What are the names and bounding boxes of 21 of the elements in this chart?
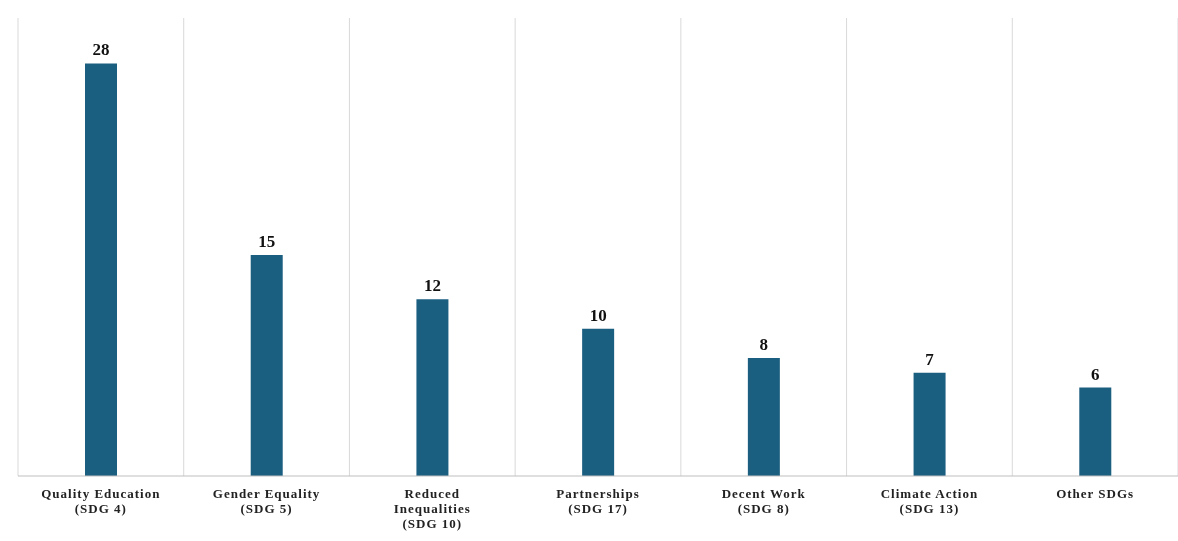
data-label: 8 (759, 335, 769, 355)
data-label: 15 (258, 231, 276, 251)
bar (747, 358, 780, 476)
data-label: 12 (423, 276, 441, 296)
x-tick-label: Climate Action (SDG 13) (880, 486, 979, 516)
x-tick-label: Decent Work (SDG 8) (721, 486, 806, 516)
bar (416, 299, 449, 476)
data-label: 7 (925, 349, 935, 369)
bar (85, 63, 117, 476)
bar (250, 254, 283, 476)
x-tick-label: Reduced Inequalities (SDG 10) (393, 486, 471, 531)
x-tick-label: Gender Equality (SDG 5) (212, 486, 321, 516)
x-tick-label: Partnerships (SDG 17) (556, 486, 640, 516)
data-label: 10 (589, 305, 607, 325)
bar (1079, 387, 1112, 476)
x-tick-label: Other SDGs (1056, 486, 1135, 501)
x-tick-label: Quality Education (SDG 4) (41, 486, 161, 516)
bar (913, 372, 946, 476)
data-label: 28 (92, 40, 110, 60)
bar (582, 328, 615, 476)
data-label: 6 (1091, 364, 1100, 384)
